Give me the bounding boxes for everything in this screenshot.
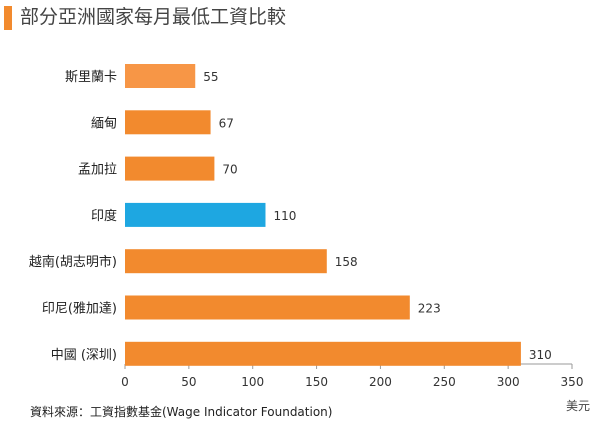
x-tick-label: 250 (433, 375, 456, 389)
data-label: 70 (222, 163, 237, 177)
category-label: 印度 (91, 208, 117, 224)
bar (125, 64, 196, 88)
x-axis-unit: 美元 (566, 399, 591, 413)
category-label: 緬甸 (91, 116, 117, 131)
category-label: 斯里蘭卡 (65, 69, 117, 85)
x-tick-label: 100 (241, 375, 264, 389)
data-label: 223 (418, 302, 441, 316)
data-label: 67 (219, 116, 234, 130)
chart-title: 部分亞洲國家每月最低工資比較 (20, 6, 287, 28)
category-label: 中國 (深圳) (51, 348, 117, 363)
title-accent-bar (4, 6, 12, 30)
x-tick-label: 0 (121, 375, 129, 389)
x-tick-label: 150 (305, 375, 328, 389)
bar (125, 341, 521, 366)
category-label: 印尼(雅加達) (42, 302, 117, 317)
bar (125, 110, 211, 135)
data-label: 158 (335, 255, 358, 269)
x-tick-label: 300 (497, 375, 520, 389)
bar (125, 295, 410, 320)
bar (125, 156, 215, 181)
category-label: 越南(胡志明市) (29, 254, 117, 270)
x-tick-label: 350 (561, 375, 584, 389)
category-label: 孟加拉 (78, 163, 117, 178)
bar (125, 249, 327, 274)
data-label: 310 (529, 348, 552, 362)
data-label: 55 (203, 70, 218, 84)
x-tick-label: 200 (369, 375, 392, 389)
x-tick-label: 50 (181, 375, 196, 389)
bar (125, 202, 266, 227)
source-note: 資料來源：工資指數基金(Wage Indicator Foundation) (30, 405, 333, 419)
data-label: 110 (273, 209, 296, 223)
